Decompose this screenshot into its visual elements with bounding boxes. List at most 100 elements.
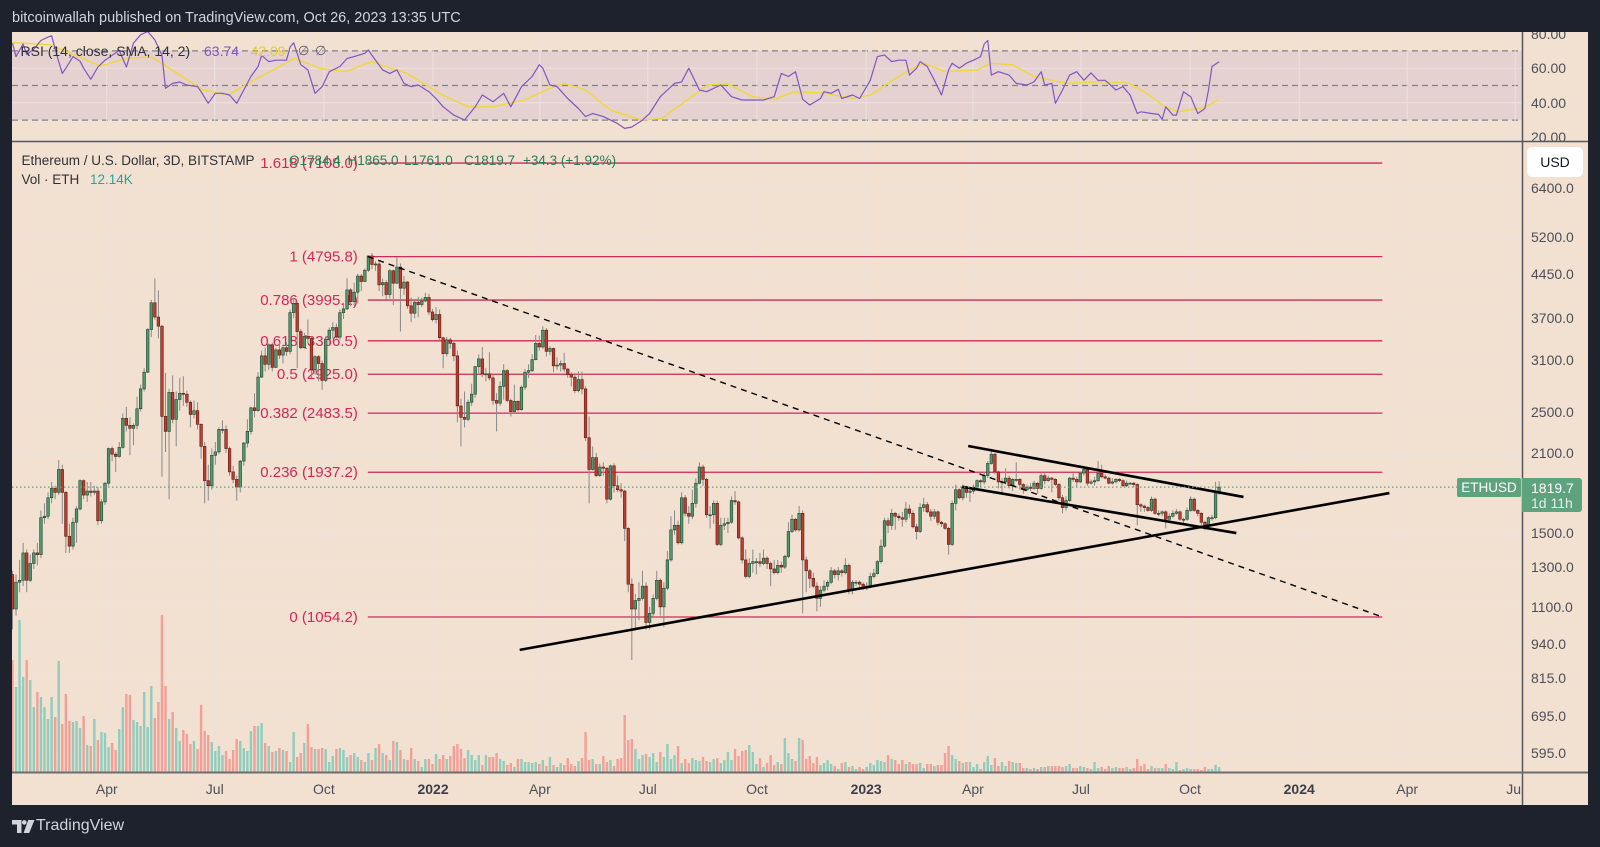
candle-body: [409, 305, 413, 314]
volume-bar: [349, 755, 352, 772]
candle: [153, 278, 157, 320]
candle: [1128, 481, 1132, 485]
descending-dashed-trendline[interactable]: [367, 255, 1383, 618]
volume-bar: [680, 763, 683, 772]
candle: [99, 499, 104, 524]
volume-bar: [299, 753, 302, 772]
volume-bar: [100, 732, 103, 772]
candle: [245, 419, 249, 448]
candle-body: [32, 552, 36, 564]
candle: [534, 334, 538, 361]
fibonacci-retracement[interactable]: 1.618 (7108.0) 1 (4795.8) 0.786 (3995.1) 0.…: [260, 155, 1383, 626]
publisher-line: bitcoinwallah published on TradingView.c…: [12, 10, 461, 26]
candle-body: [541, 329, 545, 348]
rsi-indicator[interactable]: [12, 32, 1220, 129]
candle: [505, 369, 509, 403]
candle-body: [277, 349, 282, 356]
candle-body: [626, 528, 630, 585]
rsi-price-scale[interactable]: 80.00 60.00 40.00 20.00: [1522, 32, 1588, 141]
volume-bar: [32, 707, 36, 772]
candle: [893, 511, 897, 530]
candle: [580, 371, 584, 395]
volume-bar: [829, 764, 833, 772]
volume-bar: [637, 759, 641, 772]
candle: [598, 463, 602, 477]
candle-body: [719, 524, 723, 545]
candle: [662, 582, 666, 628]
volume-bar: [993, 758, 997, 772]
time-tick-label: Jul: [205, 781, 224, 797]
candle-body: [996, 471, 1001, 483]
volume-bar: [78, 728, 82, 772]
candle-body: [405, 281, 410, 307]
candle-body: [245, 431, 249, 444]
price-scale[interactable]: 6400.0 5200.0 4450.0 3700.0 3100.0 2500.0 2100…: [1522, 141, 1588, 773]
candle: [1164, 510, 1168, 529]
candle-body: [188, 401, 193, 415]
candle-body: [121, 418, 125, 448]
volume-bar: [399, 750, 402, 772]
candle: [160, 324, 164, 477]
candle-body: [470, 393, 474, 403]
volume-bar: [395, 742, 399, 772]
candle-body: [252, 407, 257, 411]
candle-body: [117, 447, 121, 457]
channel-lower-trendline[interactable]: [962, 485, 1237, 535]
fib-level-label: 1 (4795.8): [289, 249, 357, 266]
candle: [904, 501, 908, 523]
candle: [715, 500, 719, 547]
candle: [1142, 504, 1146, 512]
volume-bar: [869, 763, 872, 772]
candle-body: [569, 374, 573, 378]
pane-borders: [12, 32, 1588, 805]
candle-body: [452, 343, 456, 357]
candle: [587, 416, 591, 504]
candle: [665, 551, 670, 591]
bar-countdown: 1d 11h: [1531, 495, 1573, 511]
trendlines[interactable]: [367, 255, 1390, 652]
volume-bar: [701, 757, 705, 772]
candle-body: [954, 489, 958, 504]
volume-bar: [164, 686, 167, 772]
symbol-title[interactable]: Ethereum / U.S. Dollar, 3D, BITSTAMP: [21, 153, 255, 168]
volume-bar: [182, 730, 185, 772]
volume-bar: [174, 728, 178, 772]
volume-bar: [555, 767, 559, 772]
volume-bar: [634, 749, 637, 772]
volume-bar: [765, 763, 769, 772]
candle: [452, 340, 456, 362]
volume-bar: [53, 717, 57, 772]
candle: [882, 517, 887, 548]
candle-body: [932, 511, 936, 517]
ascending-support-trendline[interactable]: [519, 491, 1390, 652]
volume-bar: [324, 749, 327, 772]
tradingview-brand[interactable]: TradingView: [36, 817, 125, 834]
candle: [947, 526, 951, 555]
rsi-sma-line[interactable]: [12, 41, 1220, 121]
rsi-line[interactable]: [12, 32, 1220, 129]
candle-body: [754, 561, 758, 563]
candle-body: [1053, 479, 1057, 485]
volume-bar: [570, 764, 573, 772]
candle-body: [914, 526, 919, 532]
candle: [53, 485, 57, 500]
tradingview-logo-icon[interactable]: [12, 820, 35, 833]
volume-bar: [762, 767, 765, 772]
time-scale[interactable]: Apr Jul Oct 2022 Apr Jul Oct 2023 Apr Jul Oct 2024 A…: [12, 773, 1522, 805]
volume-bar: [256, 726, 260, 772]
channel-upper-trendline[interactable]: [967, 444, 1244, 499]
candle: [1046, 475, 1050, 482]
candle: [370, 252, 374, 270]
volume-bar: [1022, 768, 1025, 772]
candle-body: [765, 557, 769, 564]
candle-body: [1210, 517, 1214, 520]
candle-body: [740, 537, 744, 561]
candle: [555, 357, 559, 370]
volume-bar: [178, 741, 181, 772]
candle-body: [726, 521, 730, 525]
volume-bar: [420, 767, 424, 772]
volume-bar: [356, 757, 359, 772]
candle-body: [416, 301, 420, 305]
currency-button[interactable]: USD: [1527, 147, 1583, 177]
